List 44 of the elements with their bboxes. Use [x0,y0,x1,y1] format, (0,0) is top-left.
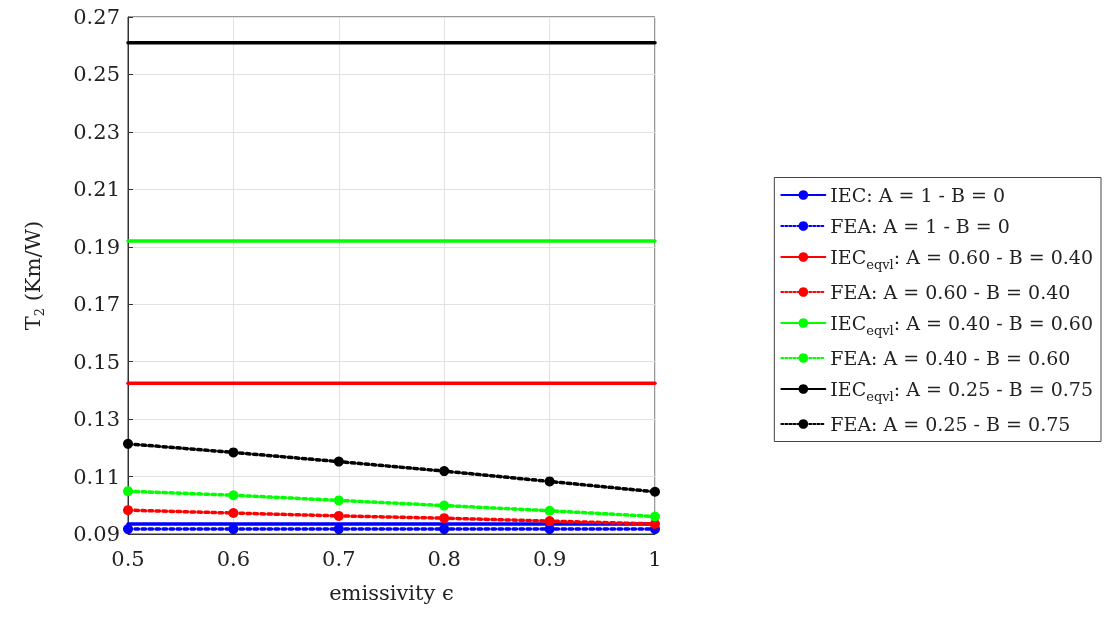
x-tick-label: 0.7 [322,546,356,571]
legend-label: IEC: A = 1 - B = 0 [830,184,1006,206]
point [123,505,133,516]
point [123,524,133,535]
x-tick-label: 0.8 [427,546,461,571]
point [228,490,239,501]
x-tick-label: 1 [648,546,662,571]
point [228,524,239,535]
point [544,516,555,527]
point [123,486,133,497]
point [333,495,344,506]
point [544,476,555,487]
y-tick-label: 0.23 [73,119,120,144]
x-tick-label: 0.5 [111,546,145,571]
point [650,486,660,497]
legend-label: FEA: A = 0.40 - B = 0.60 [830,347,1071,369]
y-tick-label: 0.15 [73,349,120,374]
point [228,508,239,519]
point [439,513,450,524]
point [333,510,344,521]
x-tick-label: 0.9 [532,546,567,571]
y-tick-label: 0.17 [73,292,120,317]
point [123,438,133,449]
point [439,500,450,511]
point [228,447,239,458]
y-tick-label: 0.21 [73,177,120,202]
point [439,466,450,477]
y-axis-title: T2 (Km/W) [20,220,47,331]
y-tick-label: 0.27 [73,5,120,29]
point [650,511,660,522]
legend-label: FEA: A = 0.60 - B = 0.40 [830,281,1071,303]
point [333,524,344,535]
y-tick-label: 0.09 [73,522,120,546]
legend-label: FEA: A = 0.25 - B = 0.75 [830,413,1071,435]
y-tick-label: 0.25 [73,62,120,87]
x-axis-title: emissivity ϵ [329,580,454,605]
y-tick-label: 0.19 [73,234,120,259]
x-tick-label: 0.6 [216,546,251,571]
y-tick-label: 0.11 [73,464,120,489]
y-tick-label: 0.13 [73,407,120,432]
point [544,505,555,516]
legend-label: FEA: A = 1 - B = 0 [830,215,1010,237]
point [439,524,450,535]
point [333,456,344,467]
